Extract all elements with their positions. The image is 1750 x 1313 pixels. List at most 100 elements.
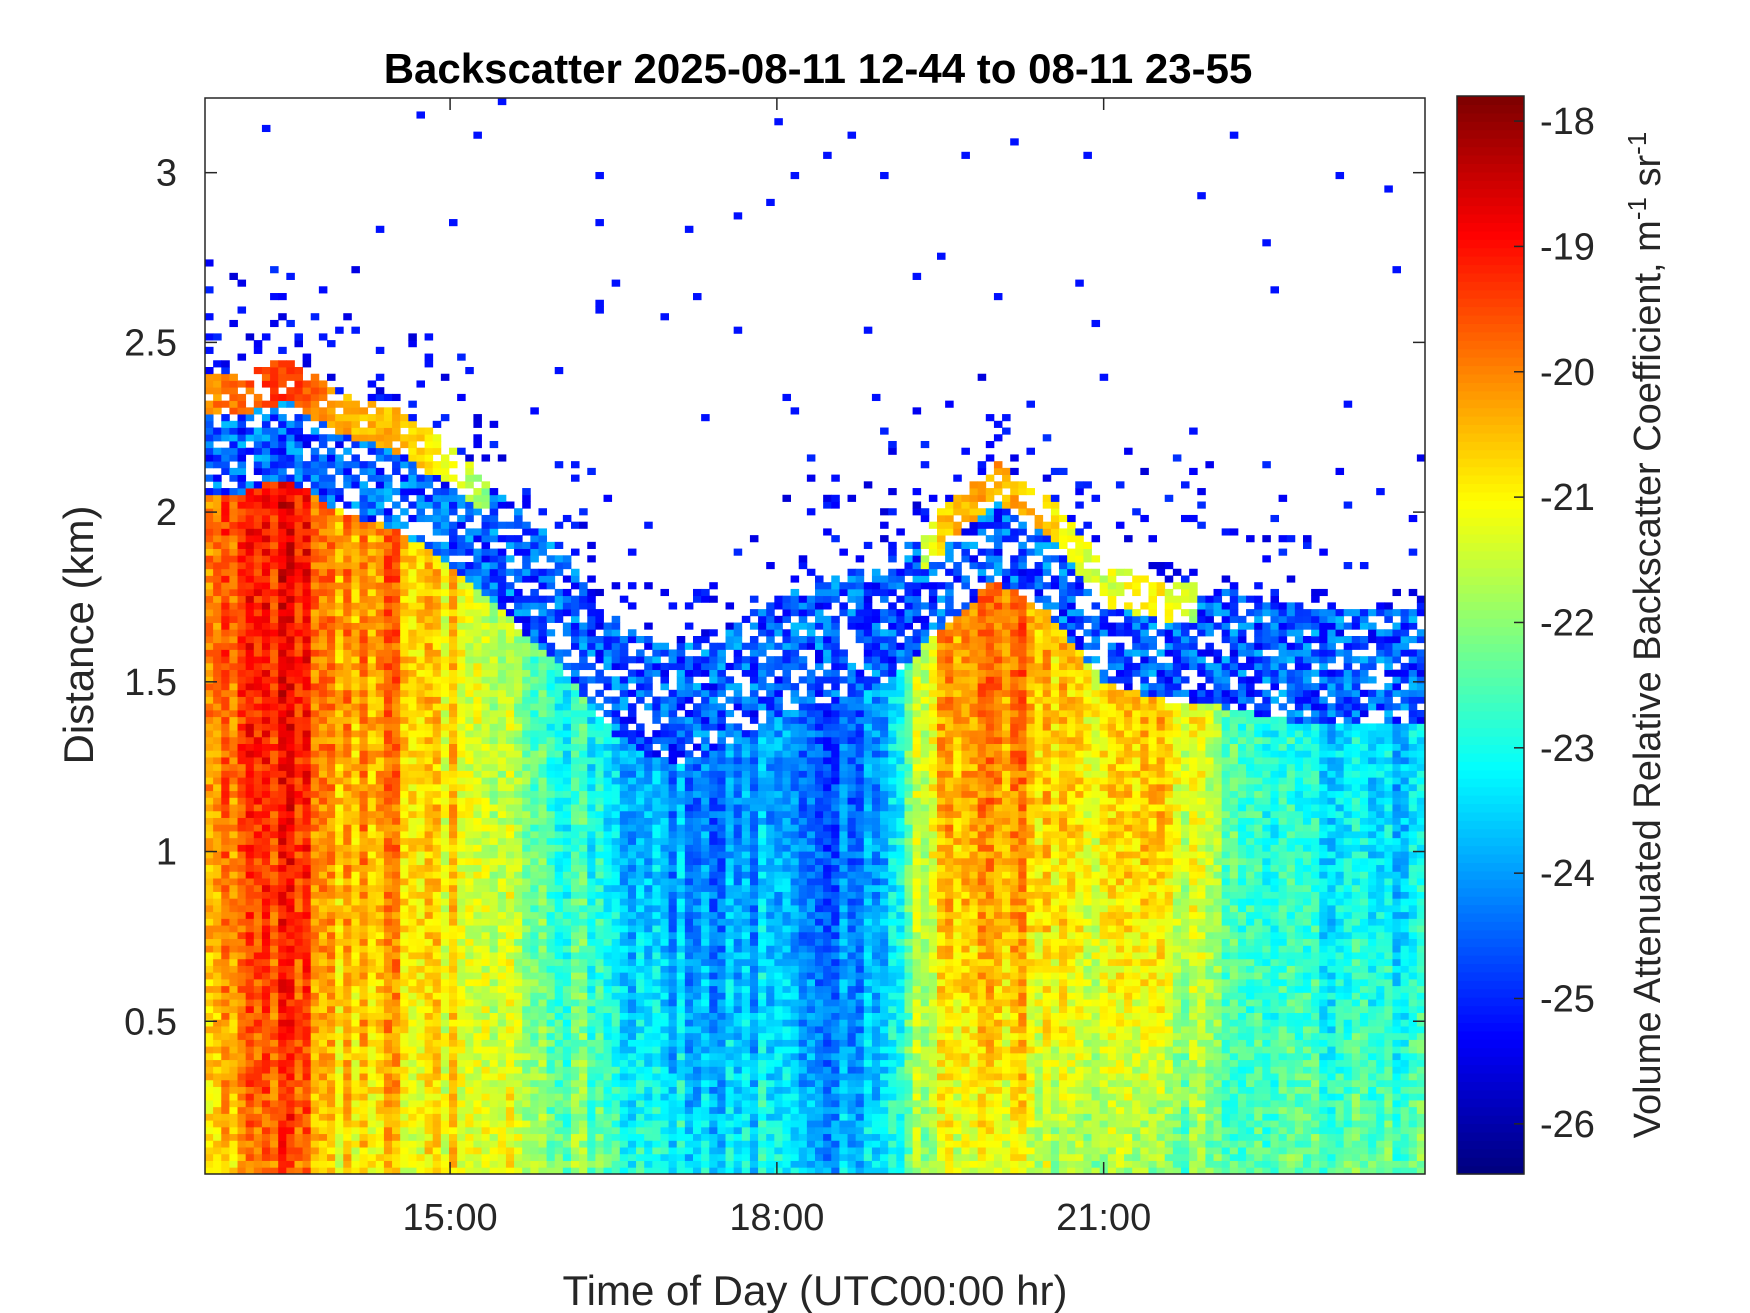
heatmap-cell bbox=[302, 804, 312, 812]
heatmap-cell bbox=[270, 319, 279, 328]
heatmap-cell bbox=[432, 649, 442, 657]
heatmap-cell bbox=[318, 743, 328, 751]
heatmap-cell bbox=[205, 555, 214, 563]
heatmap-cell bbox=[310, 508, 320, 516]
heatmap-cell bbox=[318, 562, 328, 570]
heatmap-cell bbox=[400, 683, 409, 691]
heatmap-cell bbox=[335, 837, 344, 845]
heatmap-cell bbox=[449, 1106, 458, 1114]
heatmap-cell bbox=[383, 844, 393, 852]
heatmap-cell bbox=[261, 514, 271, 523]
heatmap-cell bbox=[286, 1120, 295, 1128]
heatmap-cell bbox=[261, 857, 271, 866]
heatmap-cell bbox=[505, 992, 515, 1000]
heatmap-cell bbox=[375, 703, 385, 711]
heatmap-cell bbox=[343, 985, 352, 993]
heatmap-cell bbox=[489, 1100, 499, 1108]
heatmap-cell bbox=[505, 1167, 515, 1175]
heatmap-cell bbox=[562, 736, 572, 745]
heatmap-cell bbox=[481, 501, 491, 509]
heatmap-cell bbox=[505, 595, 515, 603]
heatmap-cell bbox=[530, 905, 539, 913]
heatmap-cell bbox=[237, 1052, 247, 1061]
heatmap-cell bbox=[538, 1086, 547, 1094]
heatmap-cell bbox=[400, 750, 409, 758]
heatmap-cell bbox=[367, 938, 377, 946]
heatmap-cell bbox=[221, 528, 230, 536]
heatmap-cell bbox=[416, 1012, 425, 1020]
heatmap-cell bbox=[318, 615, 328, 623]
heatmap-cell bbox=[489, 595, 499, 603]
heatmap-cell bbox=[335, 972, 344, 980]
heatmap-cell bbox=[213, 703, 222, 711]
heatmap-cell bbox=[302, 609, 312, 617]
heatmap-cell bbox=[473, 1100, 482, 1108]
heatmap-cell bbox=[294, 992, 303, 1000]
heatmap-cell bbox=[278, 642, 287, 650]
heatmap-cell bbox=[375, 501, 385, 509]
heatmap-cell bbox=[286, 1113, 295, 1121]
heatmap-cell bbox=[310, 535, 320, 543]
heatmap-cell bbox=[318, 521, 328, 529]
heatmap-cell bbox=[449, 985, 458, 993]
heatmap-cell bbox=[432, 508, 442, 516]
heatmap-cell bbox=[432, 575, 442, 583]
heatmap-cell bbox=[327, 1066, 336, 1074]
heatmap-cell bbox=[343, 434, 352, 442]
heatmap-cell bbox=[449, 864, 458, 872]
heatmap-cell bbox=[408, 501, 417, 509]
heatmap-cell bbox=[562, 817, 572, 825]
heatmap-cell bbox=[229, 676, 238, 684]
heatmap-cell bbox=[383, 898, 393, 906]
heatmap-cell bbox=[286, 952, 295, 960]
heatmap-cell bbox=[318, 541, 328, 549]
heatmap-cell bbox=[375, 676, 385, 684]
heatmap-cell bbox=[286, 985, 295, 993]
heatmap-cell bbox=[497, 757, 507, 765]
heatmap-cell bbox=[416, 649, 425, 657]
heatmap-cell bbox=[294, 662, 303, 671]
heatmap-cell bbox=[237, 535, 247, 543]
heatmap-cell bbox=[375, 541, 385, 549]
heatmap-cell bbox=[571, 750, 580, 758]
heatmap-cell bbox=[367, 985, 377, 993]
heatmap-cell bbox=[416, 777, 425, 785]
heatmap-cell bbox=[457, 898, 466, 906]
heatmap-cell bbox=[318, 689, 328, 697]
heatmap-cell bbox=[473, 1153, 482, 1161]
heatmap-cell bbox=[383, 1093, 393, 1101]
heatmap-cell bbox=[237, 602, 247, 610]
heatmap-cell bbox=[383, 514, 393, 523]
heatmap-cell bbox=[538, 541, 547, 549]
heatmap-cell bbox=[408, 562, 417, 570]
heatmap-cell bbox=[351, 965, 360, 973]
heatmap-cell bbox=[392, 689, 401, 697]
heatmap-cell bbox=[213, 474, 222, 482]
heatmap-cell bbox=[522, 656, 531, 664]
heatmap-cell bbox=[457, 851, 466, 859]
heatmap-cell bbox=[546, 615, 556, 623]
heatmap-cell bbox=[375, 521, 385, 529]
heatmap-cell bbox=[229, 622, 238, 630]
heatmap-cell bbox=[237, 958, 247, 966]
heatmap-cell bbox=[327, 750, 336, 758]
heatmap-cell bbox=[221, 615, 230, 623]
heatmap-cell bbox=[270, 548, 279, 556]
heatmap-cell bbox=[424, 642, 434, 650]
heatmap-cell bbox=[245, 622, 255, 630]
heatmap-cell bbox=[213, 844, 222, 852]
heatmap-cell bbox=[400, 763, 409, 771]
heatmap-cell bbox=[440, 958, 450, 966]
heatmap-cell bbox=[302, 514, 312, 523]
heatmap-cell bbox=[310, 958, 320, 966]
heatmap-cell bbox=[400, 488, 409, 496]
heatmap-cell bbox=[571, 844, 580, 852]
heatmap-cell bbox=[261, 676, 271, 684]
heatmap-cell bbox=[302, 1100, 312, 1108]
heatmap-cell bbox=[530, 824, 539, 832]
heatmap-cell bbox=[286, 689, 295, 697]
heatmap-cell bbox=[400, 985, 409, 993]
heatmap-cell bbox=[571, 736, 580, 745]
heatmap-cell bbox=[318, 622, 328, 630]
heatmap-cell bbox=[546, 925, 556, 933]
